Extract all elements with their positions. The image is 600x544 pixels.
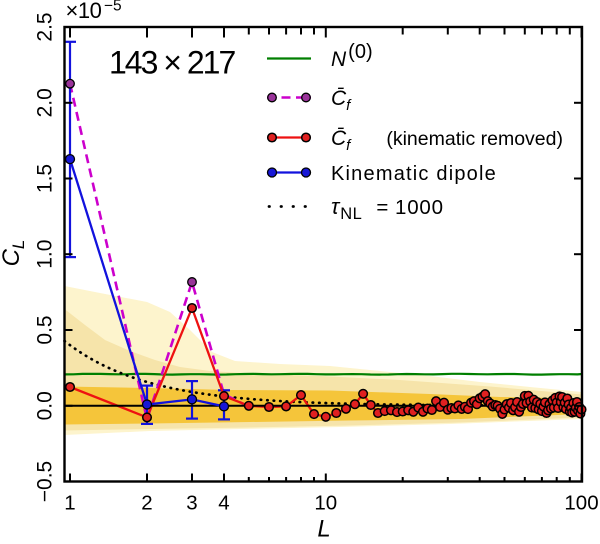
svg-text:1: 1	[64, 492, 75, 515]
svg-text:Kinematic dipole: Kinematic dipole	[331, 163, 497, 185]
svg-text:2.5: 2.5	[34, 12, 57, 41]
svg-text:1.0: 1.0	[34, 240, 57, 269]
svg-text:100: 100	[564, 492, 598, 515]
svg-text:1.5: 1.5	[34, 164, 57, 193]
svg-text:4: 4	[218, 492, 229, 515]
svg-text:3: 3	[186, 492, 197, 515]
svg-text:0.0: 0.0	[34, 391, 57, 420]
svg-text:0.5: 0.5	[34, 315, 57, 344]
svg-text:−0.5: −0.5	[34, 461, 57, 502]
svg-text:143 × 217: 143 × 217	[109, 45, 235, 81]
svg-text:2: 2	[141, 492, 152, 515]
svg-text:2.0: 2.0	[34, 88, 57, 117]
svg-text:L: L	[317, 516, 330, 540]
svg-text:10: 10	[314, 492, 337, 515]
